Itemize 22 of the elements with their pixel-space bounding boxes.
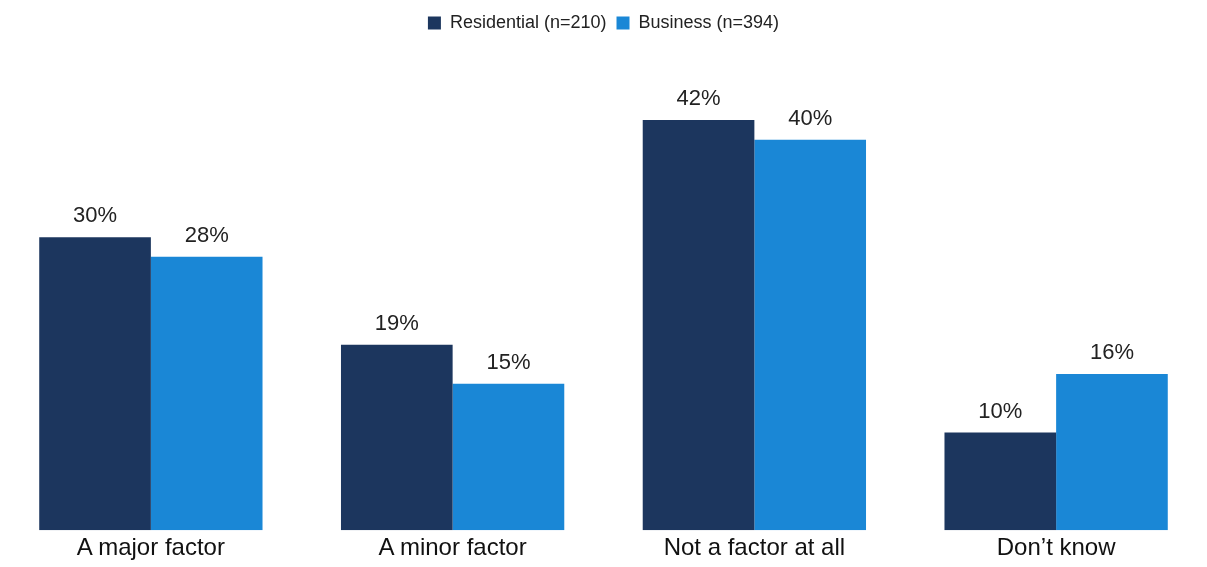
- legend-label: Residential (n=210): [449, 11, 607, 32]
- x-tick-label: A minor factor: [378, 533, 527, 561]
- bar: [754, 139, 867, 531]
- data-label: 30%: [73, 202, 118, 228]
- data-label: 40%: [788, 104, 833, 130]
- bar: [452, 383, 565, 531]
- bar: [1056, 373, 1168, 531]
- bar: [944, 432, 1057, 531]
- data-label: 16%: [1089, 339, 1134, 365]
- legend-label: Business (n=394): [638, 11, 780, 32]
- bar: [150, 256, 263, 531]
- x-tick-label: Not a factor at all: [663, 533, 846, 561]
- data-label: 19%: [374, 309, 419, 335]
- bar: [642, 120, 755, 531]
- x-tick-label: A major factor: [76, 533, 225, 561]
- bar: [39, 237, 151, 531]
- data-label: 42%: [676, 85, 721, 111]
- x-tick-label: Don’t know: [996, 533, 1117, 561]
- data-label: 15%: [486, 348, 531, 374]
- data-label: 28%: [184, 221, 229, 247]
- bar: [340, 344, 453, 531]
- data-label: 10%: [978, 397, 1023, 423]
